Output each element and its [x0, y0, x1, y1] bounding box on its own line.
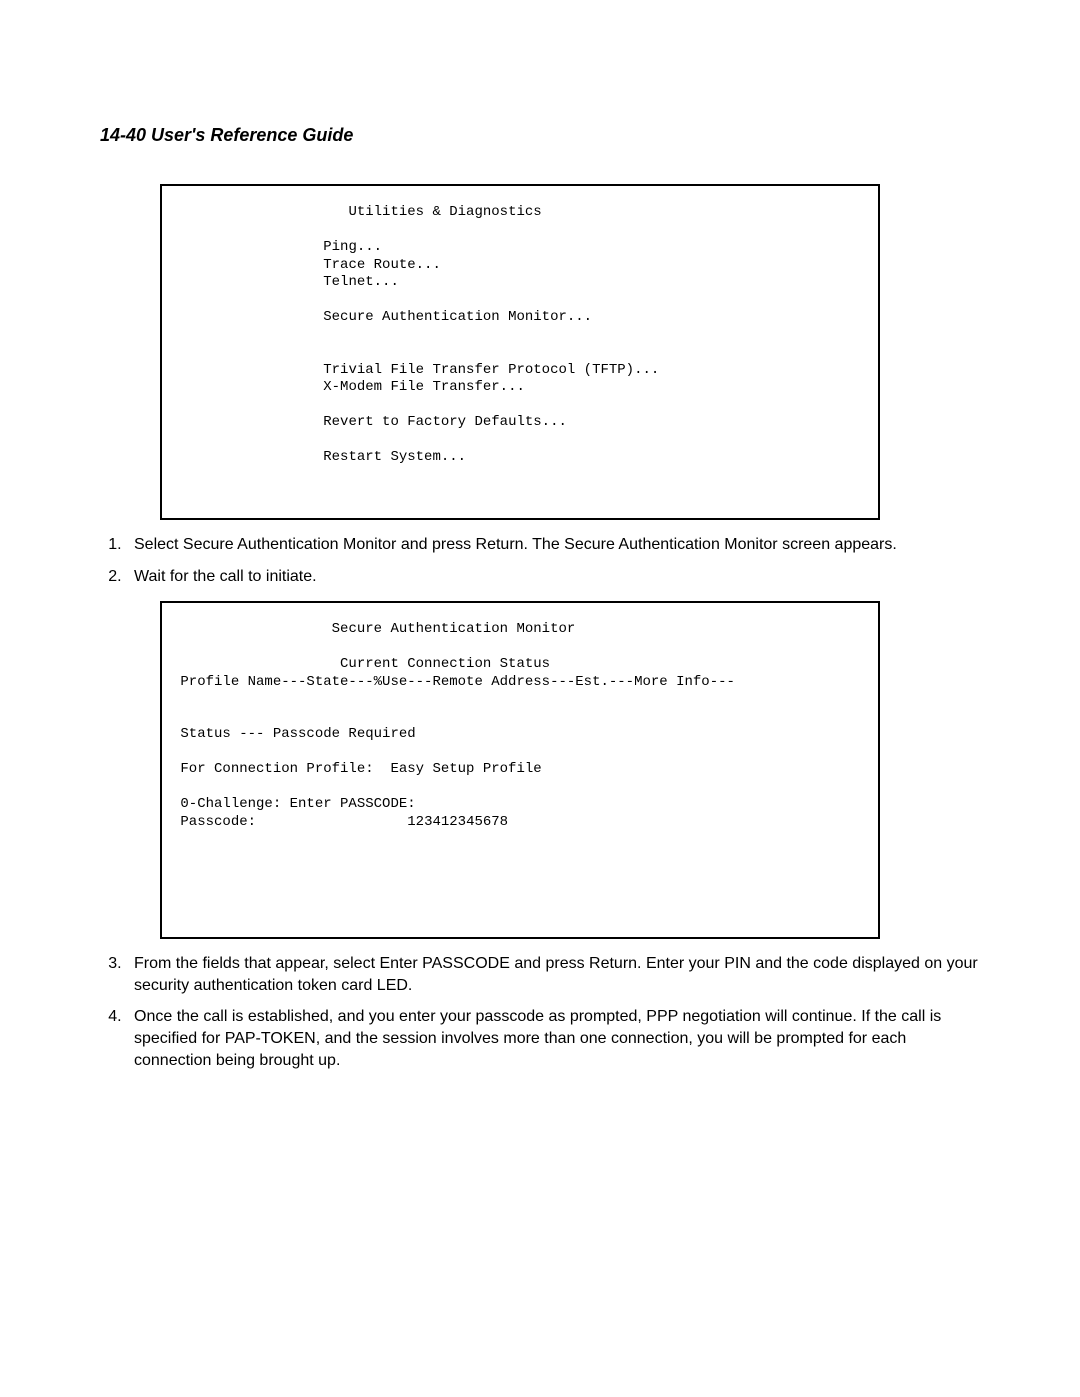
steps-list-a: Select Secure Authentication Monitor and… — [100, 534, 980, 587]
challenge-line: 0-Challenge: Enter PASSCODE: — [180, 796, 415, 812]
menu-item-trace-route: Trace Route... — [323, 257, 441, 273]
menu-item-secure-auth: Secure Authentication Monitor... — [323, 309, 592, 325]
passcode-value: 123412345678 — [407, 814, 508, 830]
spacer — [172, 656, 340, 672]
terminal-utilities-diagnostics: Utilities & Diagnostics Ping... Trace Ro… — [160, 184, 880, 520]
spacer — [172, 621, 332, 637]
document-page: 14-40 User's Reference Guide Utilities &… — [0, 0, 1080, 1397]
profile-line: For Connection Profile: Easy Setup Profi… — [180, 761, 541, 777]
menu-item-ping: Ping... — [323, 239, 382, 255]
menu-item-xmodem: X-Modem File Transfer... — [323, 379, 525, 395]
status-line: Status --- Passcode Required — [180, 726, 415, 742]
step-item: Wait for the call to initiate. — [126, 566, 980, 588]
spacer — [256, 814, 407, 830]
page-header: 14-40 User's Reference Guide — [100, 125, 980, 146]
terminal-secure-auth-monitor: Secure Authentication Monitor Current Co… — [160, 601, 880, 939]
menu-item-restart: Restart System... — [323, 449, 466, 465]
spacer — [172, 204, 348, 220]
passcode-label: Passcode: — [180, 814, 256, 830]
menu-item-telnet: Telnet... — [323, 274, 399, 290]
terminal-title: Secure Authentication Monitor — [332, 621, 576, 637]
terminal-title: Utilities & Diagnostics — [348, 204, 541, 220]
menu-item-tftp: Trivial File Transfer Protocol (TFTP)... — [323, 362, 659, 378]
step-item: Select Secure Authentication Monitor and… — [126, 534, 980, 556]
terminal-header-row: Profile Name---State---%Use---Remote Add… — [180, 674, 735, 690]
terminal-subtitle: Current Connection Status — [340, 656, 550, 672]
menu-item-revert: Revert to Factory Defaults... — [323, 414, 567, 430]
step-item: From the fields that appear, select Ente… — [126, 953, 980, 996]
steps-list-b: From the fields that appear, select Ente… — [100, 953, 980, 1071]
step-item: Once the call is established, and you en… — [126, 1006, 980, 1071]
